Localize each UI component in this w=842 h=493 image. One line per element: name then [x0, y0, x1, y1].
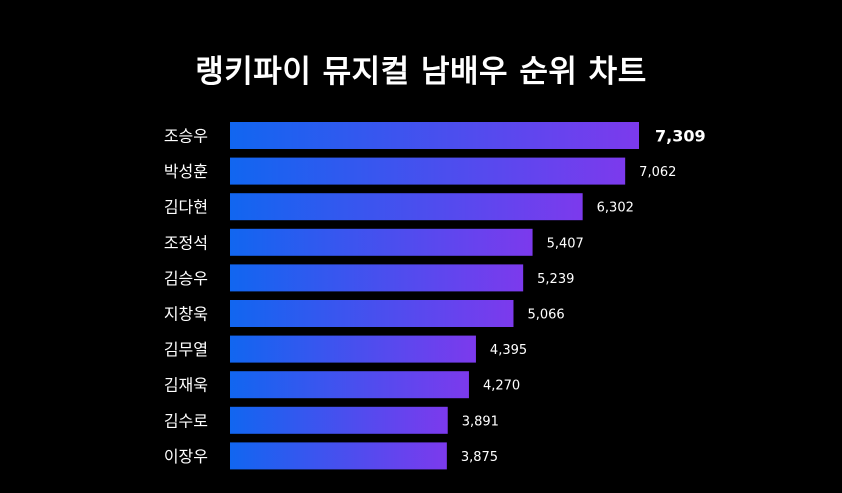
bar [230, 300, 514, 327]
category-label: 김다현 [164, 198, 208, 217]
bar [230, 122, 639, 149]
category-label: 김수로 [164, 411, 208, 430]
value-label: 5,066 [527, 308, 564, 323]
bar [230, 442, 447, 470]
bar [230, 371, 469, 399]
chart-title: 랭키파이 뮤지컬 남배우 순위 차트 [195, 54, 647, 90]
category-label: 김승우 [164, 269, 208, 288]
value-label: 6,302 [597, 201, 634, 216]
value-label: 4,270 [483, 379, 520, 394]
category-label: 이장우 [164, 447, 208, 466]
category-label: 김무열 [164, 340, 208, 359]
category-label: 조정석 [164, 233, 208, 252]
value-label: 5,239 [537, 272, 574, 287]
value-label: 7,309 [655, 127, 706, 146]
value-label: 4,395 [490, 343, 527, 358]
bars-layer: 조승우 7,309 박성훈 7,062 김다현 6,302 조정석 5,407 김승우 5,239… [164, 122, 706, 470]
category-label: 조승우 [164, 127, 208, 146]
category-label: 박성훈 [164, 162, 208, 181]
value-label: 7,062 [639, 165, 676, 180]
value-label: 3,875 [461, 450, 498, 465]
category-label: 지창욱 [164, 305, 208, 324]
bar [230, 157, 626, 185]
value-label: 5,407 [547, 236, 584, 251]
bar [230, 406, 448, 434]
bar [230, 193, 583, 221]
bar [230, 228, 533, 256]
value-label: 3,891 [462, 414, 499, 429]
category-label: 김재욱 [164, 376, 208, 395]
bar [230, 264, 524, 292]
bar [230, 335, 476, 363]
